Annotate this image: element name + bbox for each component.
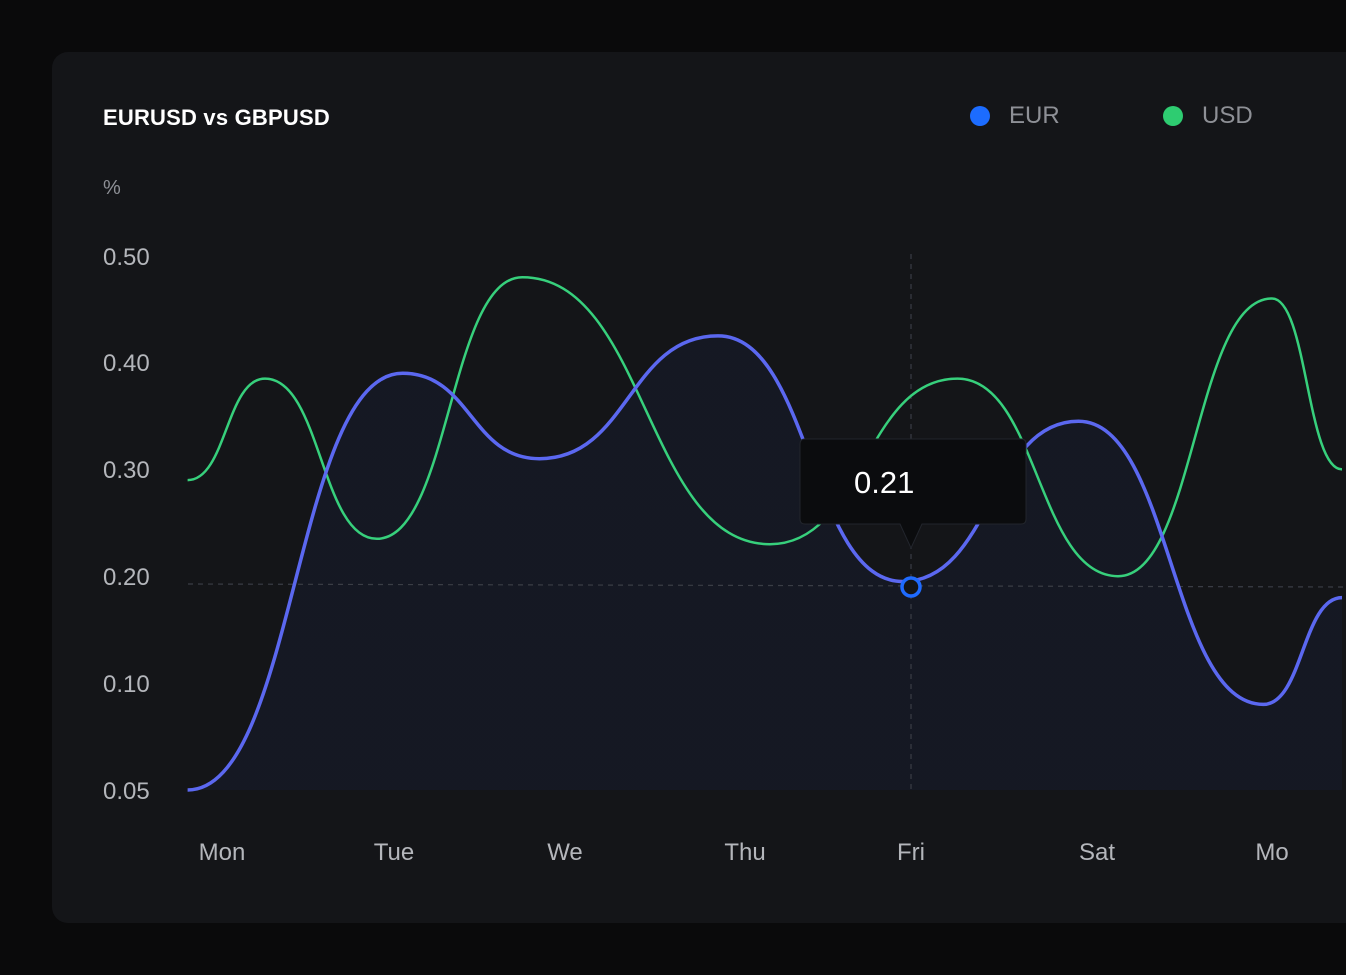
x-tick-label: Mo	[1255, 839, 1288, 866]
eur-series-line	[187, 334, 1343, 792]
x-tick-label: Fri	[897, 839, 925, 866]
tooltip-value: 0.21	[854, 465, 914, 500]
legend-dot-usd	[1163, 106, 1183, 126]
legend-label-usd: USD	[1202, 102, 1253, 129]
highlight-marker[interactable]	[900, 576, 922, 598]
tooltip: 0.21	[799, 438, 1027, 550]
y-axis-ticks: 0.50 0.40 0.30 0.20 0.10 0.05	[103, 244, 150, 805]
usd-series-line	[187, 275, 1343, 578]
chart-title: EURUSD vs GBPUSD	[103, 105, 330, 130]
y-tick-label: 0.30	[103, 457, 150, 484]
plot-area	[187, 254, 1346, 792]
x-tick-label: We	[547, 839, 583, 866]
x-tick-label: Thu	[724, 839, 765, 866]
y-tick-label: 0.50	[103, 244, 150, 271]
y-axis-unit: %	[103, 177, 121, 199]
x-tick-label: Tue	[374, 839, 414, 866]
crosshair-horizontal	[187, 583, 1346, 588]
y-tick-label: 0.40	[103, 350, 150, 377]
legend-item-eur[interactable]: EUR	[970, 102, 1060, 130]
x-axis-ticks: Mon Tue We Thu Fri Sat Mo	[199, 839, 1289, 866]
eur-area	[187, 335, 1343, 790]
y-tick-label: 0.20	[103, 564, 150, 591]
legend-label-eur: EUR	[1009, 102, 1060, 129]
tooltip-box	[799, 438, 1027, 550]
legend-item-usd[interactable]: USD	[1163, 102, 1253, 130]
x-tick-label: Sat	[1079, 839, 1115, 866]
y-tick-label: 0.05	[103, 778, 150, 805]
x-tick-label: Mon	[199, 839, 246, 866]
legend-dot-eur	[970, 106, 990, 126]
y-tick-label: 0.10	[103, 671, 150, 698]
